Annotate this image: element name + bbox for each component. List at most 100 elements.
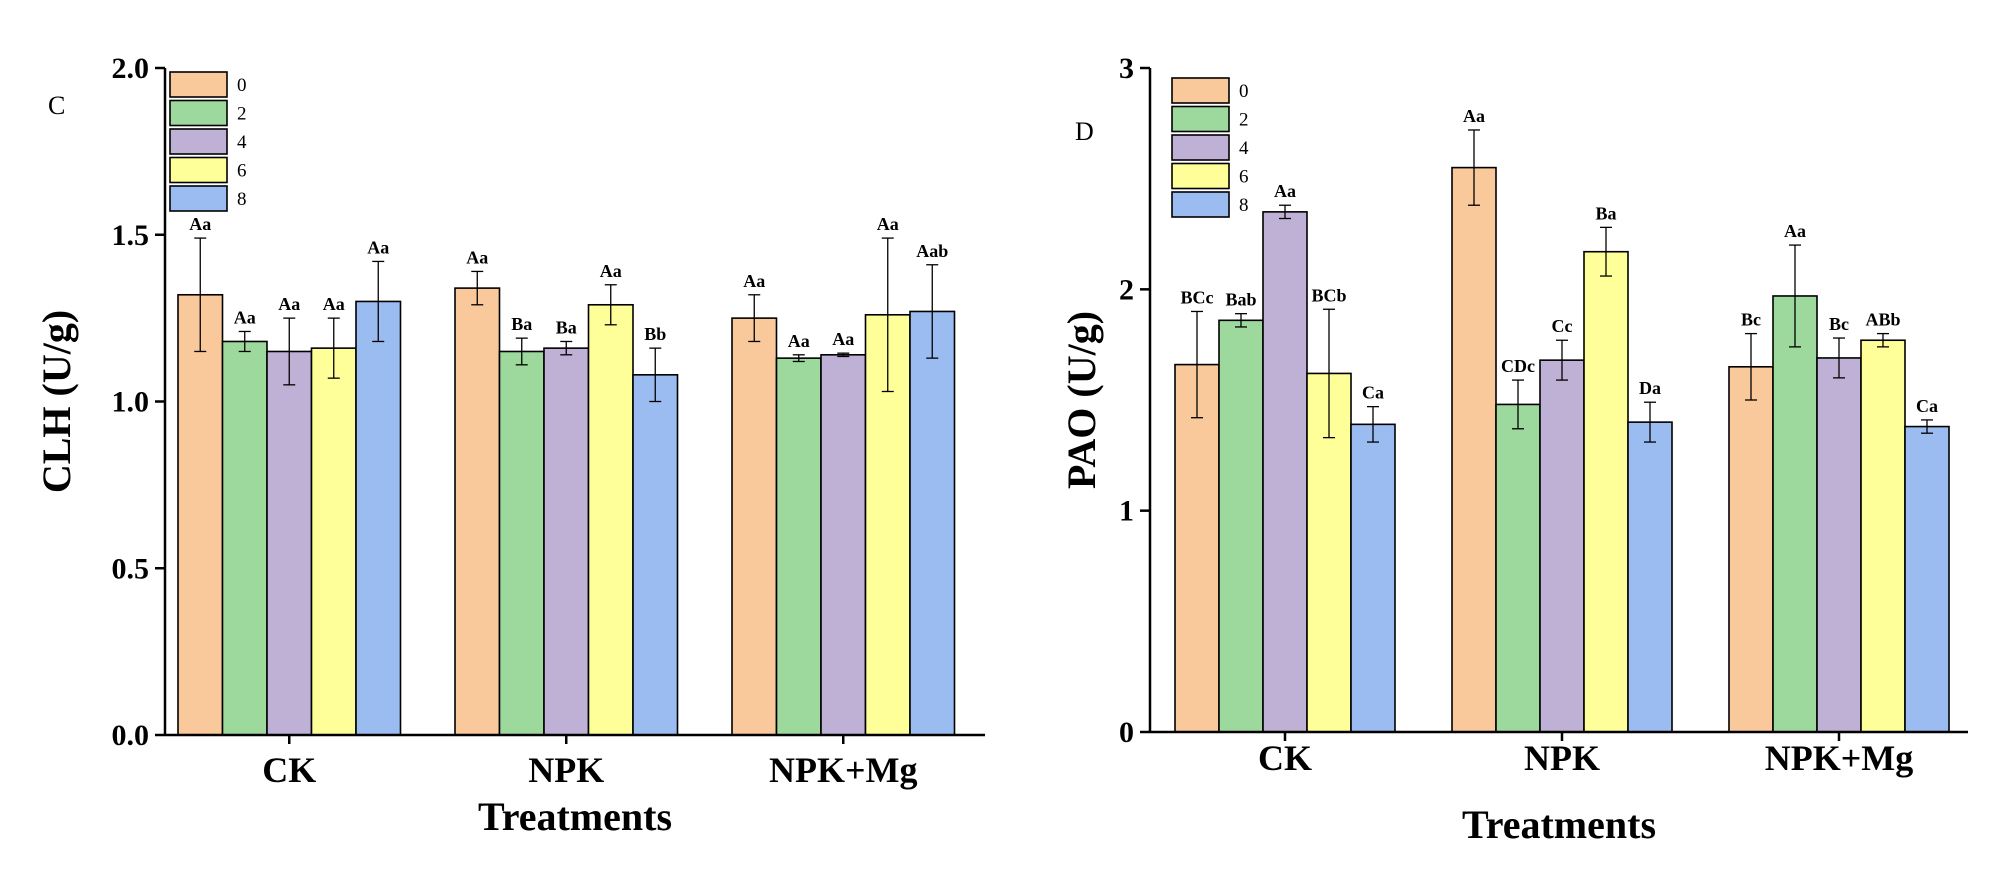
y-axis-title: PAO (U/g) xyxy=(1059,311,1104,489)
y-tick-label: 2 xyxy=(1119,273,1134,306)
legend-swatch-0 xyxy=(1171,77,1230,104)
bar-npk-mg-8 xyxy=(1904,425,1950,733)
x-tick-label: NPK+Mg xyxy=(769,750,917,790)
significance-label: Aa xyxy=(600,261,622,281)
legend-swatch-0 xyxy=(169,71,228,98)
significance-label: Aa xyxy=(832,329,854,349)
bar-npk-2 xyxy=(1495,403,1541,733)
significance-label: Ba xyxy=(1595,203,1616,223)
y-axis-title: CLH (U/g) xyxy=(34,310,79,493)
bar-npk-6 xyxy=(587,303,634,736)
significance-label: Cc xyxy=(1552,316,1573,336)
legend-swatch-8 xyxy=(169,185,228,212)
bar-npk-8 xyxy=(1627,421,1673,733)
x-axis-title: Treatments xyxy=(1462,802,1656,847)
bar-ck-4 xyxy=(1262,211,1308,733)
panel-label: C xyxy=(48,91,65,120)
y-tick-label: 0.5 xyxy=(112,552,150,585)
significance-label: Ba xyxy=(511,314,532,334)
legend-label: 6 xyxy=(237,161,247,182)
panel-label: D xyxy=(1075,117,1094,146)
legend-swatch-2 xyxy=(1171,105,1230,133)
bar-npk-mg-4 xyxy=(1816,357,1862,733)
significance-label: Ca xyxy=(1362,383,1384,403)
bar-npk-4 xyxy=(1539,359,1585,733)
y-tick-label: 3 xyxy=(1119,52,1134,85)
y-tick-label: 1 xyxy=(1119,495,1134,528)
legend-swatch-4 xyxy=(1171,134,1230,161)
y-tick-label: 1.0 xyxy=(112,386,150,419)
bar-npk-4 xyxy=(543,347,590,736)
legend-label: 8 xyxy=(1239,195,1249,216)
bar-ck-6 xyxy=(310,347,357,736)
x-tick-label: CK xyxy=(1258,738,1312,778)
y-tick-label: 0 xyxy=(1119,716,1134,749)
x-axis-title: Treatments xyxy=(478,794,672,839)
significance-label: Aa xyxy=(466,247,488,267)
x-tick-label: NPK xyxy=(1524,738,1600,778)
bar-npk-mg-4 xyxy=(820,354,867,736)
x-tick-label: NPK+Mg xyxy=(1765,738,1913,778)
chart-panel-clh: Aa Aa Aa Aa Ba Aa Aa Ba Aa Aa Aa Aa Aa Bb Aab 0.0 0.5 1.0… xyxy=(34,52,985,839)
significance-label: Aab xyxy=(916,241,948,261)
bar-ck-2 xyxy=(221,340,268,736)
legend-swatch-6 xyxy=(1171,162,1230,190)
legend-label: 0 xyxy=(237,75,247,96)
bar-ck-4 xyxy=(266,350,313,736)
bar-ck-0 xyxy=(177,293,224,736)
significance-label: Ca xyxy=(1916,396,1938,416)
significance-label: Aa xyxy=(323,294,345,314)
legend-label: 0 xyxy=(1239,81,1249,102)
legend-label: 4 xyxy=(1239,138,1249,159)
significance-label: BCc xyxy=(1181,287,1214,307)
significance-label: Da xyxy=(1639,378,1661,398)
bar-npk-mg-2 xyxy=(1772,295,1818,733)
bar-ck-8 xyxy=(355,300,402,736)
bar-ck-2 xyxy=(1218,319,1264,733)
significance-label: Aa xyxy=(743,271,765,291)
significance-label: Bb xyxy=(644,324,666,344)
significance-label: Aa xyxy=(234,307,256,327)
legend-label: 2 xyxy=(237,104,247,125)
legend-label: 8 xyxy=(237,189,247,210)
legend-swatch-4 xyxy=(169,128,228,155)
y-tick-label: 1.5 xyxy=(112,219,150,252)
legend-swatch-2 xyxy=(169,99,228,127)
significance-label: Bc xyxy=(1741,310,1761,330)
bar-ck-8 xyxy=(1350,423,1396,733)
bar-npk-mg-6 xyxy=(1860,339,1906,733)
bar-npk-mg-2 xyxy=(775,357,822,736)
significance-label: Aa xyxy=(788,331,810,351)
legend-label: 2 xyxy=(1239,110,1249,131)
x-tick-label: NPK xyxy=(528,750,604,790)
y-tick-label: 0.0 xyxy=(112,719,150,752)
chart-panel-pao: BCc Aa Bc Bab CDc Aa Aa Cc Bc BCb Ba ABb Ca Da Ca 0 1 2 3 C… xyxy=(1059,52,1968,847)
significance-label: Aa xyxy=(367,237,389,257)
y-tick-label: 2.0 xyxy=(112,52,150,85)
significance-label: Aa xyxy=(278,294,300,314)
legend-swatch-6 xyxy=(169,156,228,184)
legend-label: 6 xyxy=(1239,167,1249,188)
significance-label: Ba xyxy=(556,317,577,337)
significance-label: Aa xyxy=(189,214,211,234)
legend-swatch-8 xyxy=(1171,191,1230,218)
significance-label: Aa xyxy=(877,214,899,234)
significance-label: CDc xyxy=(1501,356,1535,376)
bar-npk-2 xyxy=(498,350,545,736)
legend-label: 4 xyxy=(237,132,247,153)
significance-label: Aa xyxy=(1463,106,1485,126)
bar-npk-mg-8 xyxy=(909,310,956,736)
bar-npk-8 xyxy=(632,374,679,736)
bar-npk-mg-0 xyxy=(731,317,778,736)
significance-label: Bab xyxy=(1225,290,1256,310)
bar-ck-0 xyxy=(1174,363,1220,733)
significance-label: ABb xyxy=(1865,310,1900,330)
bar-npk-0 xyxy=(454,287,501,736)
x-tick-label: CK xyxy=(262,750,316,790)
significance-label: Bc xyxy=(1829,314,1849,334)
bar-npk-mg-0 xyxy=(1728,365,1774,733)
significance-label: Aa xyxy=(1784,221,1806,241)
bar-npk-0 xyxy=(1451,166,1497,733)
significance-label: Aa xyxy=(1274,181,1296,201)
